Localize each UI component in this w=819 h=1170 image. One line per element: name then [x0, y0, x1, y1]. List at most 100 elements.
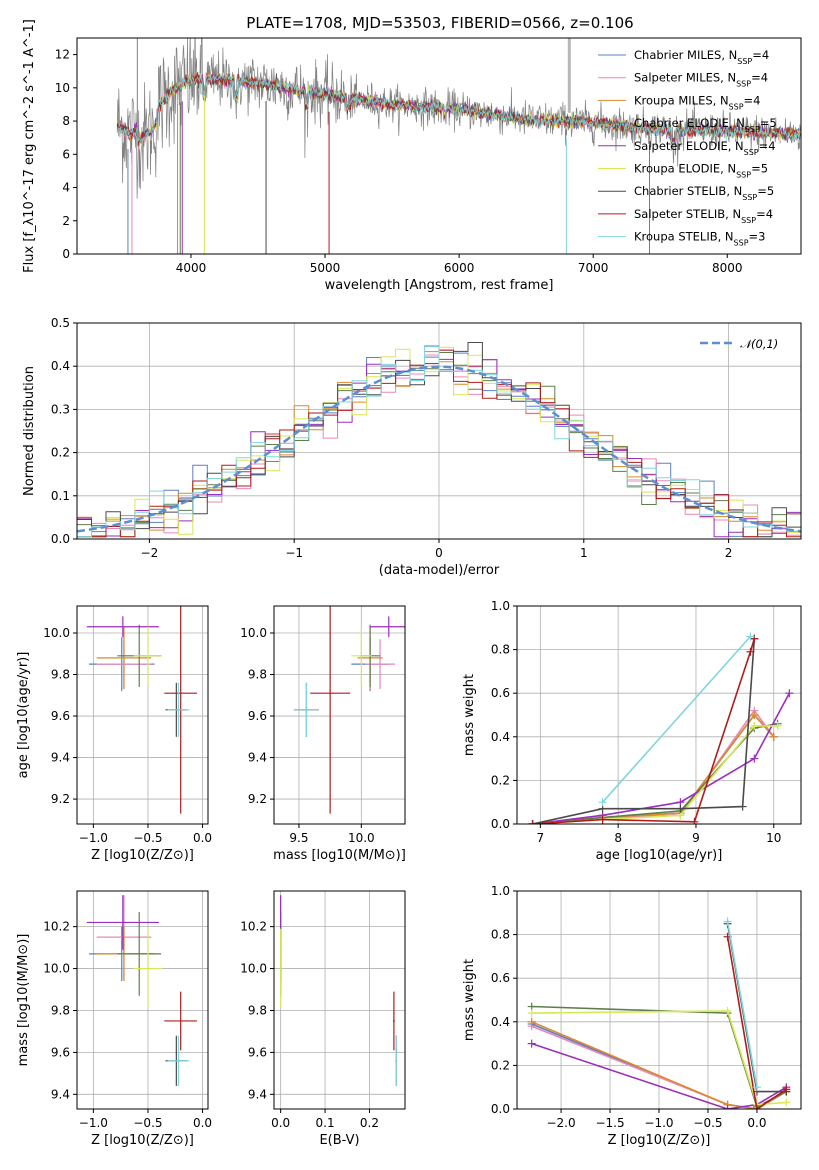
- legend-label: Chabrier MILES, NSSP=4: [634, 48, 769, 66]
- x-tick-label: 0: [435, 546, 443, 560]
- weight-line-4: [531, 1042, 787, 1109]
- x-tick-label: −1.0: [79, 1116, 108, 1130]
- weight-line-2: [532, 713, 775, 824]
- legend-subscript: SSP: [745, 125, 760, 134]
- y-tick-label: 10.0: [240, 962, 267, 976]
- plot-area-residuals: [77, 342, 801, 539]
- x-axis-label: Z [log10(Z/Z⊙)]: [91, 848, 194, 863]
- x-tick-label: 7000: [578, 261, 609, 275]
- y-axis-label: mass weight: [462, 674, 477, 756]
- y-tick-label: 10.2: [240, 920, 267, 934]
- x-tick-label: −1.0: [79, 831, 108, 845]
- y-tick-label: 9.8: [248, 668, 267, 682]
- legend-value: =4: [752, 48, 769, 62]
- y-tick-label: 12: [55, 48, 70, 62]
- x-tick-label: 0.0: [193, 831, 212, 845]
- legend-value: =5: [760, 116, 777, 130]
- y-tick-label: 0.1: [51, 489, 70, 503]
- y-axis-label: mass weight: [462, 959, 477, 1041]
- axes-frame: [76, 37, 802, 255]
- y-tick-label: 9.4: [51, 1087, 70, 1101]
- x-tick-label: −0.5: [133, 1116, 162, 1130]
- normal-curve: [77, 365, 801, 533]
- y-tick-label: 9.8: [248, 1003, 267, 1017]
- y-tick-label: 8: [62, 114, 70, 128]
- y-tick-label: 0: [62, 247, 70, 261]
- legend-value: =4: [744, 93, 761, 107]
- x-axis-label: Z [log10(Z/Z⊙)]: [608, 1133, 711, 1148]
- y-tick-label: 10.2: [43, 920, 70, 934]
- x-tick-label: −1.5: [595, 1116, 624, 1130]
- legend-subscript: SSP: [744, 147, 759, 156]
- legend-value: =4: [759, 139, 776, 153]
- plot-area-age-vs-Z: [86, 606, 198, 814]
- legend-subscript: SSP: [741, 215, 756, 224]
- x-tick-label: −2.0: [546, 1116, 575, 1130]
- y-tick-label: 9.4: [248, 1087, 267, 1101]
- x-tick-label: 8000: [712, 261, 743, 275]
- y-tick-label: 0.4: [491, 730, 510, 744]
- legend-subscript: SSP: [737, 57, 752, 66]
- panel-mass-weight-vs-age: 7 8 9 10 0.0 0.2 0.4 0.6 0.8 1.0 age [log10(age/yr…: [462, 599, 802, 863]
- y-tick-label: 9.2: [51, 792, 70, 806]
- x-tick-label: 0.1: [316, 1116, 335, 1130]
- y-tick-label: 10.0: [240, 626, 267, 640]
- y-tick-label: 9.4: [248, 751, 267, 765]
- y-tick-label: 0.6: [491, 686, 510, 700]
- y-tick-label: 9.6: [51, 1045, 70, 1059]
- panel-mass-vs-EBV: 0.0 0.1 0.2 9.4 9.6 9.8 10.0 10.2 E(B-V): [240, 890, 406, 1148]
- y-tick-label: 1.0: [491, 884, 510, 898]
- weight-line-8: [602, 635, 751, 803]
- model-spectrum-8: [116, 72, 801, 144]
- y-axis-label: Normed distribution: [22, 366, 37, 496]
- legend-subscript: SSP: [742, 193, 757, 202]
- panel-spectrum: Chabrier MILES, NSSP=4 Salpeter MILES, NS…: [22, 19, 802, 293]
- legend-label: Salpeter ELODIE, NSSP=4: [634, 139, 776, 157]
- legend-value: =4: [756, 207, 773, 221]
- panel-residuals: 𝒩(0,1) −2 −1 0 1 2 0.0 0.1 0.2 0.3 0.4 0.5 (data-mod…: [22, 316, 802, 578]
- y-tick-label: 9.6: [51, 709, 70, 723]
- legend-subscript: SSP: [736, 170, 751, 179]
- plot-area-age-vs-mass: [293, 606, 405, 814]
- y-tick-label: 0.0: [491, 1102, 510, 1116]
- y-tick-label: 6: [62, 147, 70, 161]
- y-axis-label: Flux [f_λ10^-17 erg cm^-2 s^-1 A^-1]: [22, 19, 37, 273]
- legend-label: Chabrier ELODIE, NSSP=5: [634, 116, 777, 134]
- legend-subscript: SSP: [736, 79, 751, 88]
- weight-line-0: [532, 713, 775, 824]
- weight-line-7: [726, 936, 787, 1109]
- weight-line-5: [531, 1010, 787, 1106]
- weight-line-7: [532, 638, 756, 824]
- y-tick-label: 10.0: [43, 962, 70, 976]
- x-tick-label: 2: [725, 546, 733, 560]
- legend-label: Kroupa STELIB, NSSP=3: [634, 230, 765, 248]
- y-tick-label: 9.8: [51, 1003, 70, 1017]
- x-axis-label: (data-model)/error: [379, 563, 500, 578]
- legend-subscript: SSP: [729, 102, 744, 111]
- y-tick-label: 10.0: [43, 626, 70, 640]
- x-axis-label: wavelength [Angstrom, rest frame]: [325, 278, 554, 293]
- x-axis-label: E(B-V): [319, 1133, 359, 1148]
- y-tick-label: 9.6: [248, 709, 267, 723]
- y-axis-label: age [log10(age/yr)]: [16, 652, 31, 779]
- legend-label: 𝒩(0,1): [740, 337, 778, 351]
- panel-mass-vs-Z: −1.0 −0.5 0.0 9.4 9.6 9.8 10.0 10.2 Z [log10(Z/Z…: [16, 890, 212, 1148]
- y-tick-label: 0.0: [51, 532, 70, 546]
- weight-line-6: [532, 638, 756, 824]
- legend-value: =4: [751, 71, 768, 85]
- plot-area-mass-vs-Z: [86, 895, 198, 1086]
- axes-frame: [76, 605, 209, 825]
- x-tick-label: −1: [285, 546, 303, 560]
- y-tick-label: 0.8: [491, 928, 510, 942]
- y-tick-label: 0.2: [491, 773, 510, 787]
- x-axis-label: mass [log10(M/M⊙)]: [273, 848, 406, 863]
- y-tick-label: 2: [62, 214, 70, 228]
- y-tick-label: 9.6: [248, 1045, 267, 1059]
- x-tick-label: −2: [141, 546, 159, 560]
- x-tick-label: −1.0: [644, 1116, 673, 1130]
- y-tick-label: 0.3: [51, 402, 70, 416]
- x-tick-label: 10.0: [348, 831, 375, 845]
- x-tick-label: 7: [537, 831, 545, 845]
- y-tick-label: 0.8: [491, 643, 510, 657]
- legend-label: Salpeter STELIB, NSSP=4: [634, 207, 773, 225]
